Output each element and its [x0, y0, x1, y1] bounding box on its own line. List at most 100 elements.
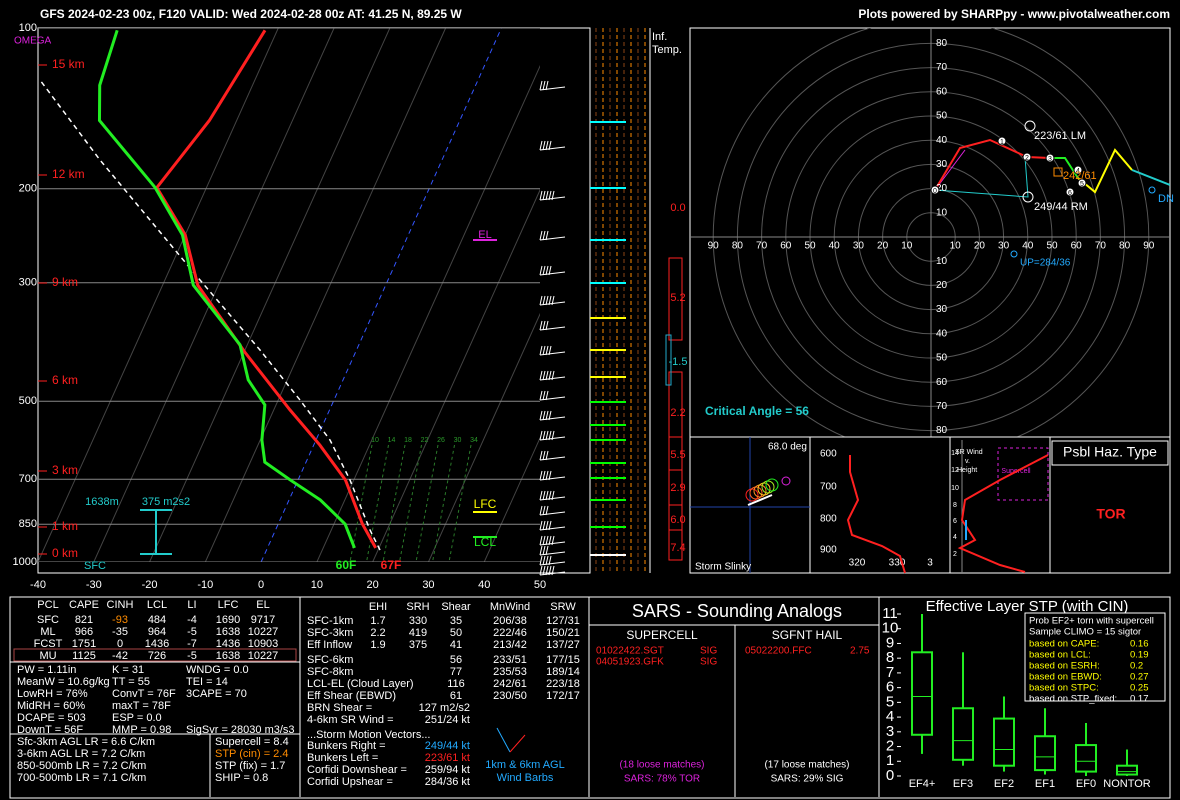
motion-text: Bunkers Left = — [307, 752, 378, 764]
ring-label: 20 — [974, 241, 986, 252]
mixing-ratio-line — [366, 444, 389, 562]
index-text: SigSvr = 28030 m3/s3 — [186, 724, 295, 736]
wind-barb-flag — [542, 320, 546, 331]
x-tick-label: -30 — [86, 579, 102, 591]
parcel-cell: 1638 — [216, 626, 240, 638]
wind-barb-flag — [545, 230, 549, 241]
wind-barb-flag — [548, 470, 552, 481]
ring-label: 50 — [1046, 241, 1058, 252]
mixing-ratio-line — [349, 444, 373, 562]
sars-heading: SUPERCELL — [626, 628, 698, 642]
mixing-ratio-label: 18 — [404, 437, 412, 444]
hodo-segment — [934, 156, 1029, 198]
kin-cell: SFC-1km — [307, 615, 353, 627]
index-text: PW = 1.11in — [17, 664, 76, 676]
hodo-point — [1065, 187, 1075, 197]
parcel-cell: MU — [39, 650, 56, 662]
stp-y-tick: 1 — [886, 752, 894, 769]
slinky-vector — [747, 494, 773, 506]
up-label: UP=284/36 — [1020, 258, 1071, 269]
dewpoint-profile — [97, 29, 356, 549]
stp-legend-row: based on CAPE: — [1029, 639, 1099, 650]
wind-barb-flag — [539, 230, 543, 241]
stp-legend-value: 0.25 — [1130, 683, 1149, 694]
ring-label: 30 — [936, 159, 948, 170]
height-label: 9 km — [52, 275, 78, 289]
hodo-segment — [1077, 148, 1133, 194]
wind-barb-flag — [539, 545, 543, 556]
theta-e-tick: 3 — [927, 558, 933, 569]
index-text: WNDG = 0.0 — [186, 664, 249, 676]
sars-match: 01022422.SGT — [596, 646, 664, 657]
sr-tick: 4 — [953, 534, 957, 541]
stp-y-tick: 11 — [882, 605, 898, 622]
index-text: K = 31 — [112, 664, 144, 676]
wind-barb-staff — [539, 476, 566, 481]
ring-label: 10 — [936, 256, 948, 267]
parcel-header: CINH — [107, 599, 134, 611]
header-title: GFS 2024-02-23 00z, F120 VALID: Wed 2024… — [40, 7, 462, 21]
stp-legend-value: 0.19 — [1130, 650, 1149, 661]
lm-label: 223/61 LM — [1034, 130, 1086, 142]
x-tick-label: 50 — [534, 579, 546, 591]
wind-barb-flag — [539, 565, 543, 576]
wind-barb-flag — [551, 565, 555, 576]
kin-header: SRH — [406, 601, 429, 613]
slinky-ring — [781, 476, 791, 486]
height-label: 0 km — [52, 546, 78, 560]
kin-cell: 222/46 — [493, 627, 527, 639]
kin-cell: 375 — [409, 639, 427, 651]
index-text: maxT = 78F — [112, 700, 171, 712]
wind-barb-flag — [545, 190, 549, 201]
parcel-cell: 821 — [75, 614, 93, 626]
wind-barb-flag — [542, 470, 546, 481]
rm-label: 249/44 RM — [1034, 201, 1088, 213]
ring-label: 60 — [936, 377, 948, 388]
stp-legend-value: 0.27 — [1130, 672, 1149, 683]
theta-e-tick: 600 — [820, 449, 837, 460]
lcl-label: LCL — [474, 535, 496, 549]
temperature-label: 67F — [381, 558, 402, 572]
hodo-point-label: 5 — [1080, 181, 1084, 188]
isotherm — [483, 436, 540, 562]
stp-title: Effective Layer STP (with CIN) — [926, 598, 1129, 615]
height-label: 6 km — [52, 373, 78, 387]
wind-barb-flag — [542, 390, 546, 401]
kin-cell: 1.9 — [370, 639, 385, 651]
index-text: TT = 55 — [112, 676, 150, 688]
stp-y-tick: 8 — [886, 649, 894, 666]
wind-barb-flag — [548, 555, 552, 566]
wind-barb-flag — [542, 410, 546, 421]
parcel-cell: SFC — [37, 614, 59, 626]
sars-match: SIG — [700, 646, 717, 657]
kin-cell: 189/14 — [546, 666, 580, 678]
wind-barb-flag — [542, 505, 546, 516]
ring-label: 60 — [936, 86, 948, 97]
hodo-point-label: 0 — [933, 188, 937, 195]
parcel-cell: 10227 — [248, 626, 279, 638]
stp-legend-value: 0.16 — [1130, 639, 1149, 650]
kin-cell: 419 — [409, 627, 427, 639]
hazard-frame — [1049, 436, 1171, 574]
x-tick-label: -20 — [142, 579, 158, 591]
index-text: ESP = 0.0 — [112, 712, 162, 724]
wind-barb-flag — [551, 430, 555, 441]
sr-tick: 8 — [953, 502, 957, 509]
wind-barb-flag — [539, 520, 543, 531]
sars-heading: SGFNT HAIL — [772, 628, 843, 642]
kin-cell: 172/17 — [546, 690, 580, 702]
ring-label: 70 — [756, 241, 768, 252]
sars-loose: (17 loose matches) — [764, 760, 849, 771]
wind-barb-staff — [539, 86, 566, 91]
sars-match: SIG — [700, 657, 717, 668]
omega-label: OMEGA — [14, 36, 52, 47]
wind-barb-flag — [548, 410, 552, 421]
parcel-cell: -7 — [187, 638, 197, 650]
sars-match: 04051923.GFK — [596, 657, 664, 668]
rm-marker — [1022, 191, 1034, 203]
wind-barb-flag — [548, 430, 552, 441]
wind-barb-flag — [545, 565, 549, 576]
barb-icon — [509, 734, 526, 753]
wind-barb-flag — [551, 190, 555, 201]
